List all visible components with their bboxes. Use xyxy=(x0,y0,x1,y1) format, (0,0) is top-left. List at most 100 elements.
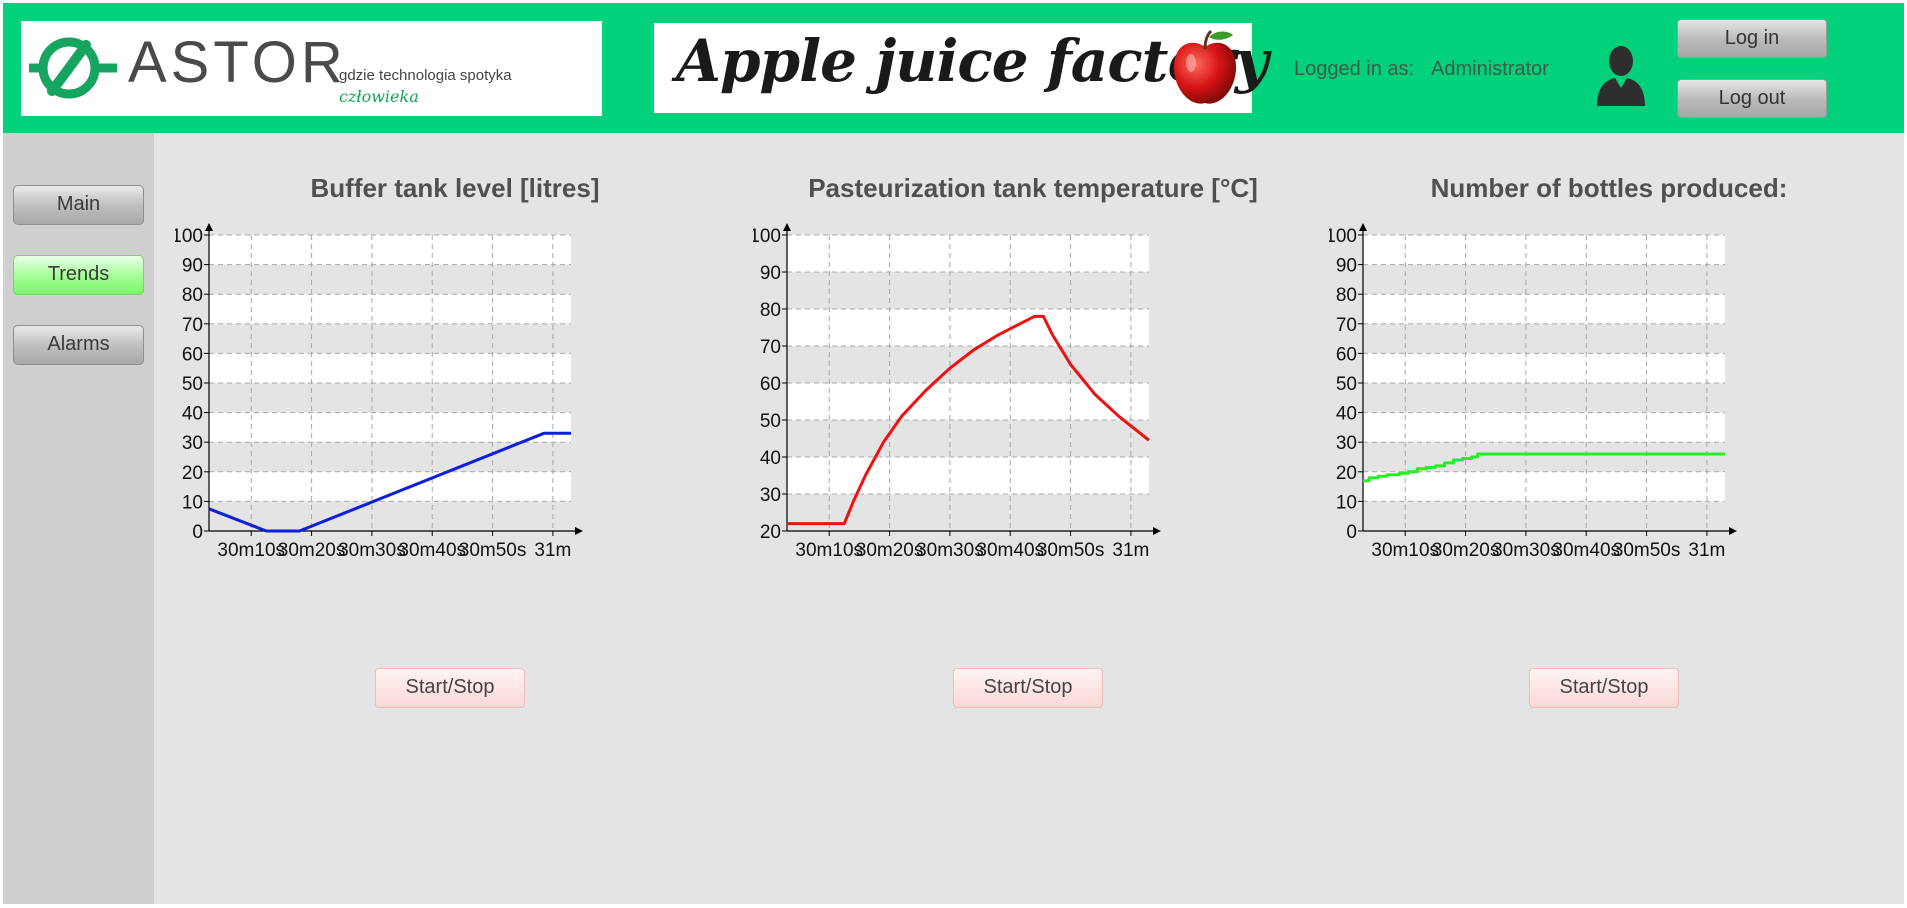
grid-band xyxy=(787,494,1149,531)
series-line xyxy=(208,431,571,533)
grid-band xyxy=(209,264,571,295)
nav-alarms[interactable]: Alarms xyxy=(13,325,144,365)
grid-band xyxy=(1363,264,1725,295)
apple-icon xyxy=(1173,29,1237,104)
grid-band xyxy=(787,383,1149,420)
y-tick-label: 40 xyxy=(182,404,203,425)
login-button[interactable]: Log in xyxy=(1677,19,1827,58)
y-tick-label: 30 xyxy=(760,485,781,506)
y-tick-label: 70 xyxy=(1336,315,1357,336)
grid-band xyxy=(1363,471,1725,502)
y-axis-arrow xyxy=(1359,223,1367,231)
y-tick-label: 20 xyxy=(1336,463,1357,484)
x-tick-label: 30m40s xyxy=(398,540,466,561)
series-line xyxy=(787,314,1150,526)
x-tick-label: 30m20s xyxy=(856,540,924,561)
temperature-chart: 203040506070809010030m10s30m20s30m30s30m… xyxy=(753,223,1161,561)
x-tick-label: 30m40s xyxy=(976,540,1044,561)
logo-script: człowieka xyxy=(339,87,419,106)
grid-band xyxy=(209,442,571,472)
grid-band xyxy=(1363,323,1725,354)
grid-band xyxy=(1363,353,1725,383)
x-tick-label: 30m20s xyxy=(278,540,346,561)
y-tick-label: 40 xyxy=(760,448,781,469)
y-tick-label: 100 xyxy=(175,226,203,247)
y-tick-label: 50 xyxy=(1336,374,1357,395)
chart-title: Number of bottles produced: xyxy=(1430,173,1788,203)
x-tick-label: 31m xyxy=(1688,540,1725,561)
grid-band xyxy=(209,294,571,324)
grid-band xyxy=(787,420,1149,457)
grid-band xyxy=(209,471,571,502)
x-axis-arrow xyxy=(1729,527,1737,535)
y-tick-label: 50 xyxy=(760,411,781,432)
y-axis-arrow xyxy=(783,223,791,231)
series-line xyxy=(1363,452,1725,483)
y-tick-label: 0 xyxy=(1346,522,1357,543)
grid-band xyxy=(209,383,571,413)
user-icon xyxy=(1597,46,1645,106)
x-axis-arrow xyxy=(1153,527,1161,535)
grid-band xyxy=(209,235,571,265)
grid-band xyxy=(1363,235,1725,265)
grid-band xyxy=(1363,383,1725,413)
temperature-panel: Pasteurization tank temperature [°C] 20 3… xyxy=(753,163,1313,723)
y-tick-label: 20 xyxy=(182,463,203,484)
logged-in-user: Administrator xyxy=(1431,58,1549,80)
y-tick-label: 90 xyxy=(182,256,203,277)
x-tick-label: 30m30s xyxy=(1492,540,1560,561)
grid-band xyxy=(1363,501,1725,531)
bottles-chart: 0 10 20 30 40 50 60 70 80 90 100 30m10s30m20s30m30s… xyxy=(1329,223,1737,561)
y-tick-label: 40 xyxy=(1336,404,1357,425)
chart-title: Buffer tank level [litres] xyxy=(310,173,600,203)
nav-main[interactable]: Main xyxy=(13,185,144,225)
x-axis-arrow xyxy=(575,527,583,535)
start-stop-button[interactable]: Start/Stop xyxy=(953,668,1103,708)
y-tick-label: 30 xyxy=(182,433,203,454)
x-tick-label: 30m10s xyxy=(217,540,285,561)
banner-title: Apple juice factory xyxy=(676,27,1268,95)
logged-in-label: Logged in as: xyxy=(1294,58,1415,80)
y-tick-label: 60 xyxy=(1336,344,1357,365)
y-tick-label: 80 xyxy=(1336,285,1357,306)
grid-band xyxy=(1363,294,1725,324)
y-tick-label: 10 xyxy=(1336,492,1357,513)
sidebar: Main Trends Alarms xyxy=(3,133,154,904)
grid-band xyxy=(209,353,571,383)
nav-trends[interactable]: Trends xyxy=(13,255,144,295)
y-tick-label: 100 xyxy=(1329,226,1357,247)
y-tick-label: 10 xyxy=(182,492,203,513)
grid-band xyxy=(787,309,1149,346)
y-tick-label: 60 xyxy=(760,374,781,395)
hmi-window: ASTOR gdzie technologia spotyka człowiek… xyxy=(3,3,1904,904)
grid-band xyxy=(787,457,1149,494)
x-tick-label: 30m10s xyxy=(795,540,863,561)
start-stop-button[interactable]: Start/Stop xyxy=(375,668,525,708)
x-tick-label: 30m50s xyxy=(459,540,527,561)
x-tick-label: 30m40s xyxy=(1552,540,1620,561)
x-tick-label: 31m xyxy=(1112,540,1149,561)
y-tick-label: 90 xyxy=(1336,256,1357,277)
y-tick-label: 90 xyxy=(760,263,781,284)
y-tick-label: 20 xyxy=(760,522,781,543)
y-tick-label: 80 xyxy=(760,300,781,321)
y-tick-label: 80 xyxy=(182,285,203,306)
grid-band xyxy=(1363,442,1725,472)
x-tick-label: 31m xyxy=(534,540,571,561)
grid-band xyxy=(787,346,1149,383)
grid-band xyxy=(787,235,1149,272)
x-tick-label: 30m50s xyxy=(1613,540,1681,561)
y-tick-label: 0 xyxy=(192,522,203,543)
y-tick-label: 50 xyxy=(182,374,203,395)
x-tick-label: 30m30s xyxy=(916,540,984,561)
logout-button[interactable]: Log out xyxy=(1677,79,1827,118)
y-tick-label: 100 xyxy=(753,226,781,247)
chart-title: Pasteurization tank temperature [°C] xyxy=(808,173,1258,203)
y-tick-label: 70 xyxy=(760,337,781,358)
grid-band xyxy=(209,501,571,531)
grid-band xyxy=(787,272,1149,309)
buffer-tank-panel: Buffer tank level [litres] 0 10 20 30 40 50 60… xyxy=(175,163,735,723)
start-stop-button[interactable]: Start/Stop xyxy=(1529,668,1679,708)
x-tick-label: 30m50s xyxy=(1037,540,1105,561)
grid-band xyxy=(209,323,571,354)
